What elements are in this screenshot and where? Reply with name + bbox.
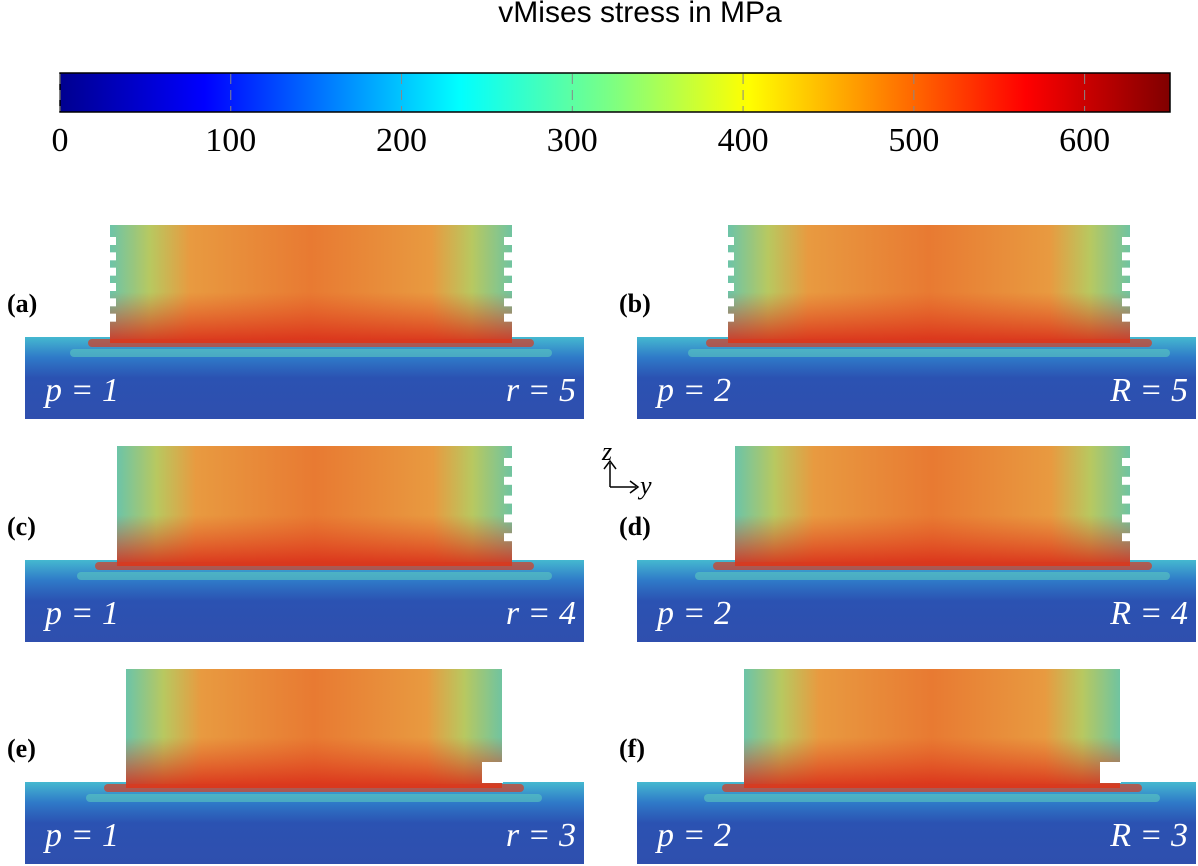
panel: (f) p = 2 R = 3 [619,669,1196,864]
notch [727,237,734,245]
notch [1122,313,1131,322]
fillet [706,339,1152,347]
panel-label: (a) [7,289,37,318]
fillet [713,562,1152,570]
panel: (a) p = 1 r = 5 [7,225,584,419]
colorbar-tick-label: 200 [376,122,427,159]
param-left: p = 1 [43,817,119,854]
notch [504,495,513,504]
notch [504,252,513,261]
colorbar [59,72,1171,113]
notch [727,313,734,322]
fillet [95,562,534,570]
axis-z: z [601,437,612,466]
panel-label: (c) [7,512,36,541]
notch [1122,267,1131,276]
fillet [722,784,1142,792]
panel: (c) p = 1 r = 4 [7,446,584,642]
panel-label: (b) [619,289,651,318]
notch [504,267,513,276]
fillet-edge [695,572,1170,580]
param-left: p = 2 [655,595,731,632]
colorbar-tick-label: 400 [718,122,769,159]
panel-label: (d) [619,512,651,541]
block-shade [728,292,1130,343]
panel: (e) p = 1 r = 3 [7,669,584,864]
title: vMises stress in MPa [498,0,782,29]
param-right: R = 4 [1109,595,1188,632]
param-right: r = 4 [506,595,576,632]
block-shade [735,515,1130,566]
param-right: R = 3 [1109,817,1188,854]
notch [1122,514,1131,523]
notch [727,267,734,276]
notch [504,298,513,307]
colorbar-tick-label: 0 [52,122,69,159]
notch [1122,252,1131,261]
fillet-edge [688,349,1170,357]
notch [109,283,116,291]
panel-label: (e) [7,734,36,763]
param-right: R = 5 [1109,372,1188,409]
notch [504,283,513,291]
notch [1122,533,1131,542]
notch [727,252,734,261]
param-left: p = 2 [655,372,731,409]
notch [109,252,116,261]
notch [1122,476,1131,485]
block-shade [110,292,512,343]
colorbar-tick-label: 300 [547,122,598,159]
notch [727,283,734,291]
notch [1122,283,1131,291]
block-shade [117,515,512,566]
colorbar-tick-label: 500 [888,122,939,159]
notch [109,313,116,322]
notch [727,298,734,307]
notch [109,267,116,276]
param-right: r = 3 [506,817,576,854]
notch [1122,237,1131,245]
fillet [104,784,524,792]
param-left: p = 1 [43,372,119,409]
notch [504,514,513,523]
param-left: p = 2 [655,817,731,854]
block-shade [744,737,1120,788]
fillet-edge [86,794,542,802]
notch [1122,298,1131,307]
fillet [88,339,534,347]
param-left: p = 1 [43,595,119,632]
colorbar-tick-label: 100 [205,122,256,159]
step [1100,762,1121,783]
panel: (d) p = 2 R = 4 [619,446,1196,642]
colorbar-tick-label: 600 [1059,122,1110,159]
fillet-edge [77,572,552,580]
notch [504,476,513,485]
notch [504,533,513,542]
panel: (b) p = 2 R = 5 [619,225,1196,419]
notch [504,313,513,322]
fillet-edge [704,794,1160,802]
notch [109,237,116,245]
notch [1122,458,1131,466]
axes-indicator: z y [601,437,652,500]
notch [504,458,513,466]
axis-y: y [637,471,652,500]
panel-label: (f) [619,734,645,763]
step [482,762,503,783]
notch [1122,495,1131,504]
notch [109,298,116,307]
block-shade [126,737,502,788]
fillet-edge [70,349,552,357]
param-right: r = 5 [506,372,576,409]
notch [504,237,513,245]
